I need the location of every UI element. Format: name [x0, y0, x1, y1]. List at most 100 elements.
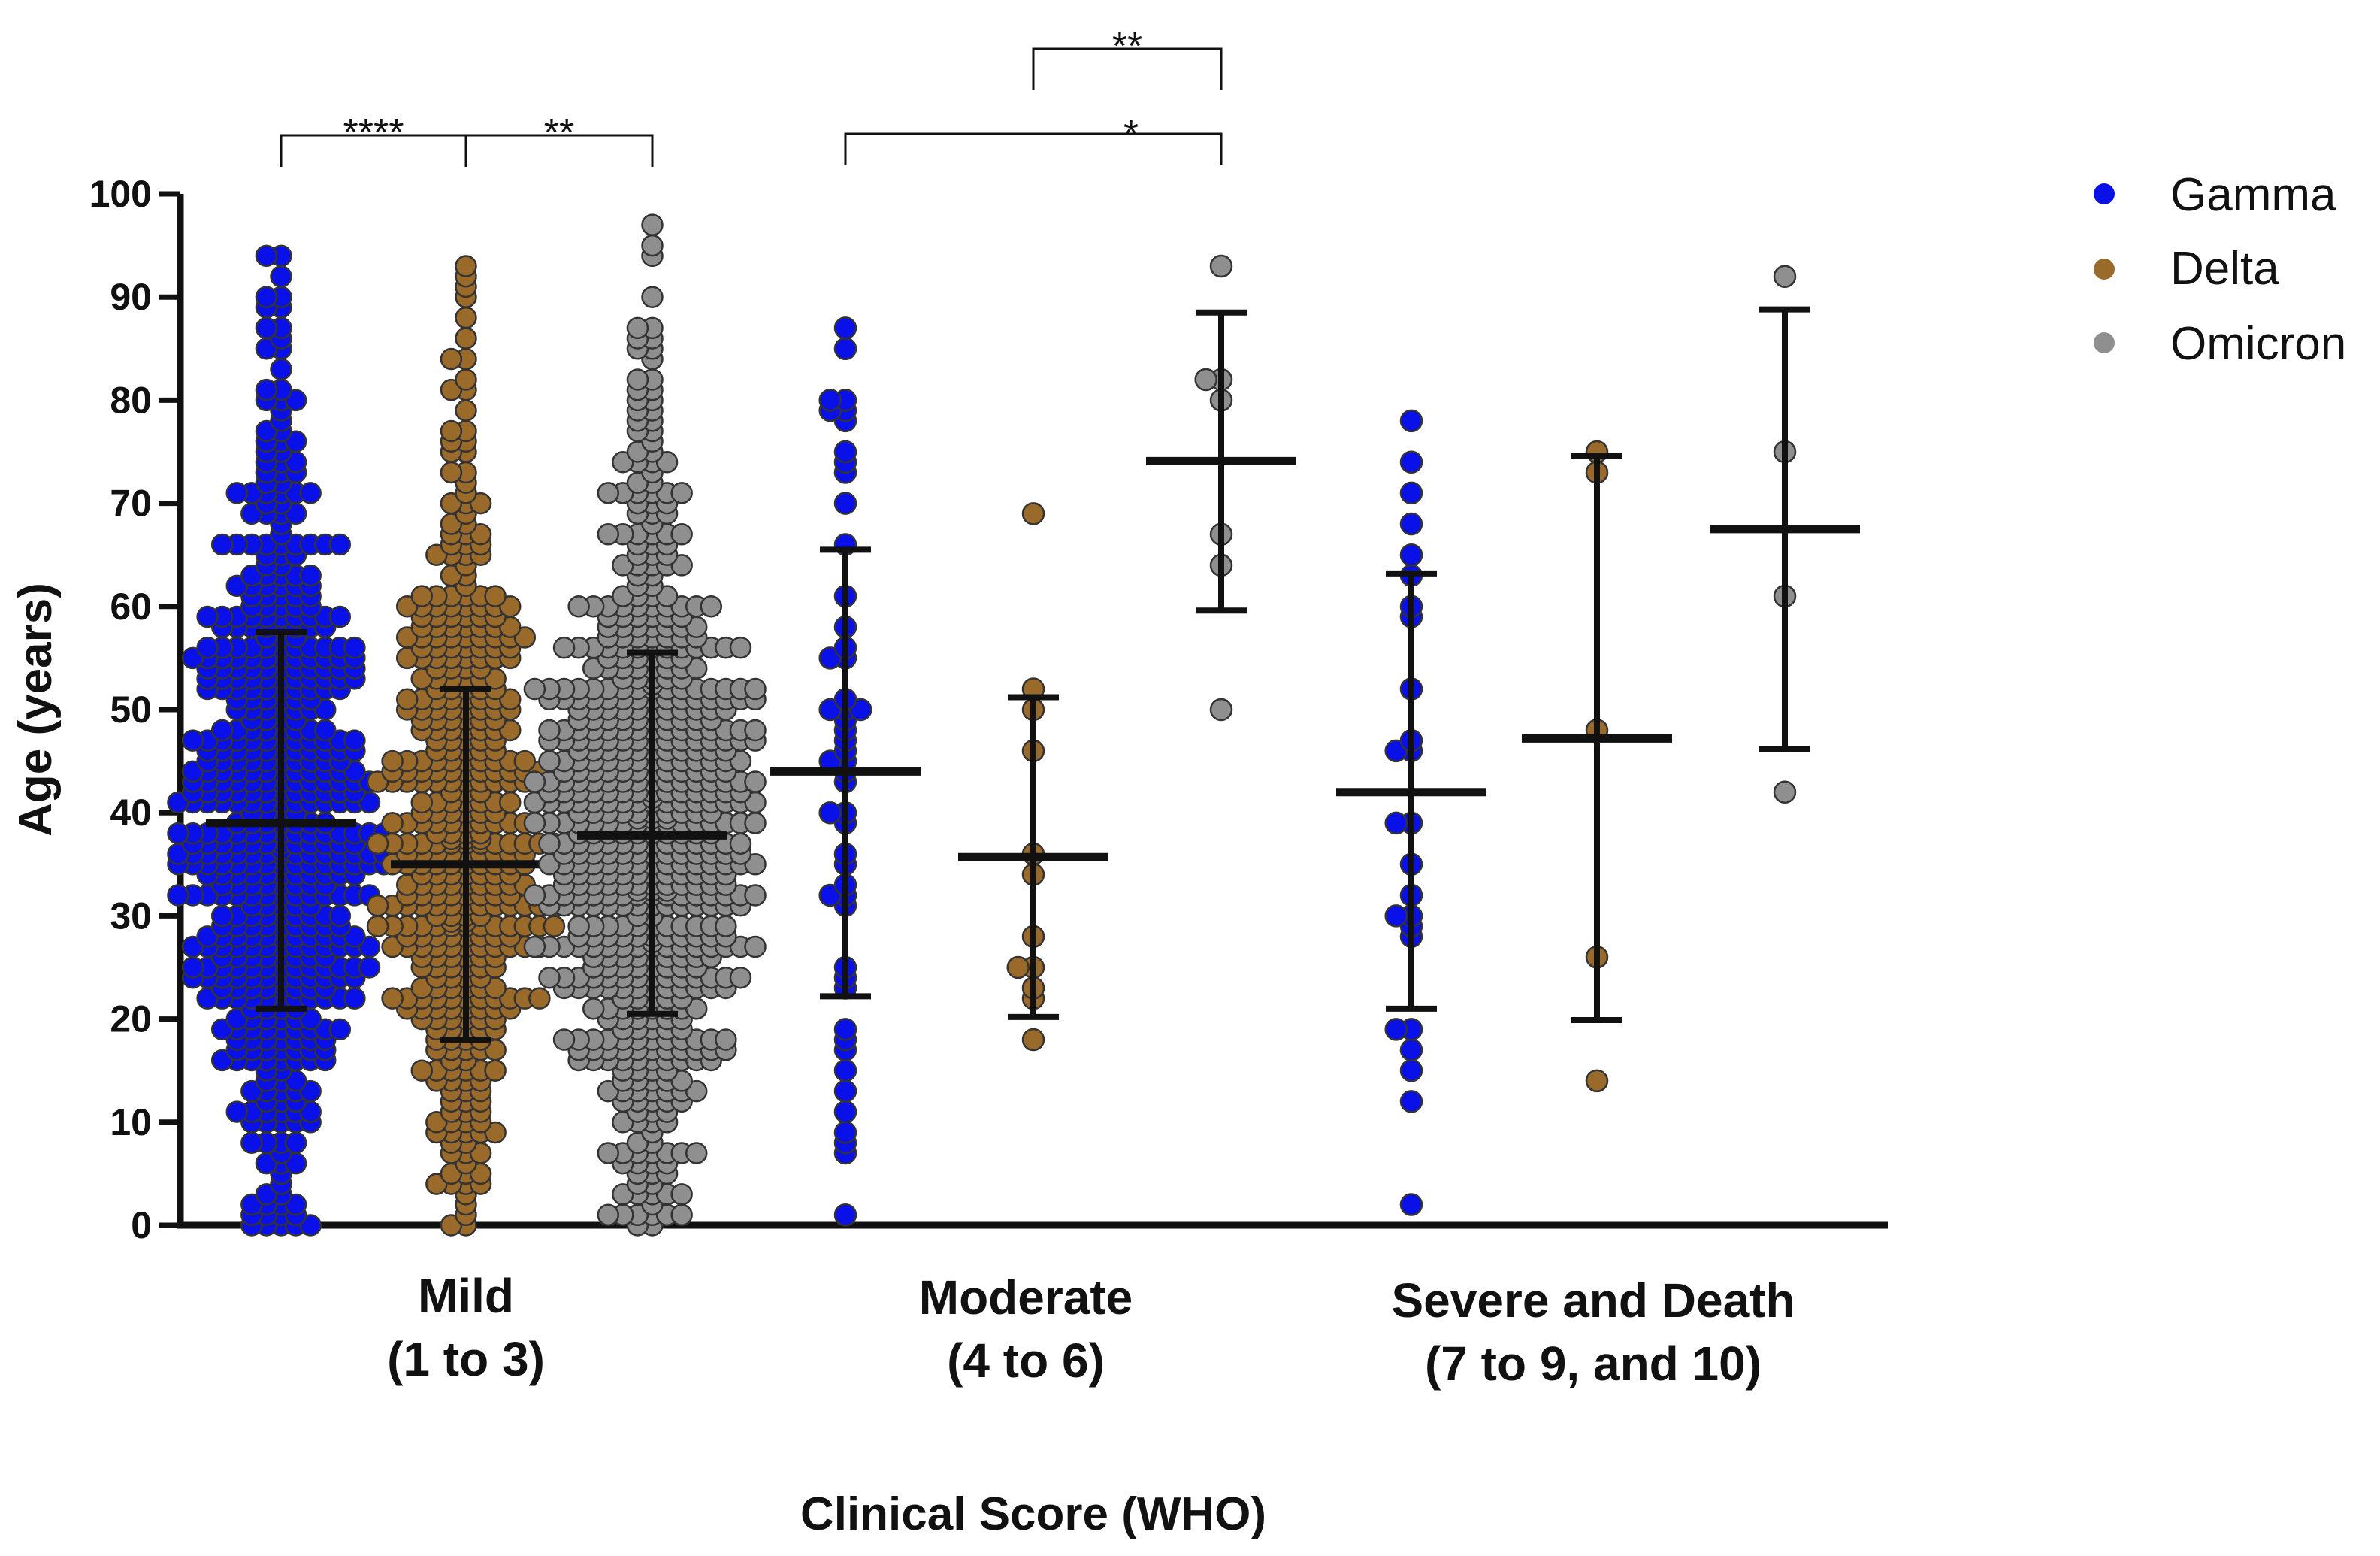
- group-label-mild-line2: (1 to 3): [387, 1332, 545, 1386]
- data-point: [1399, 450, 1423, 474]
- data-point: [1209, 698, 1233, 722]
- data-point: [729, 636, 752, 659]
- data-point: [196, 605, 219, 628]
- y-tick-label: 90: [110, 276, 152, 318]
- data-point: [455, 255, 477, 277]
- data-point: [366, 832, 389, 855]
- data-point: [528, 987, 551, 1010]
- data-point: [729, 966, 752, 989]
- data-point: [225, 1100, 249, 1123]
- data-point: [523, 884, 546, 907]
- group-label-moderate-line2: (4 to 6): [947, 1333, 1105, 1388]
- data-point: [1773, 265, 1797, 289]
- y-tick-label: 10: [110, 1101, 152, 1143]
- y-tick-label: 60: [110, 586, 152, 628]
- data-point: [744, 719, 767, 742]
- column-omicron-2: [523, 213, 767, 1237]
- group-label-moderate-line1: Moderate: [919, 1270, 1133, 1324]
- data-point: [484, 1059, 507, 1082]
- data-point: [685, 1142, 708, 1164]
- data-point: [833, 1203, 857, 1227]
- group-label-severe-line1: Severe and Death: [1391, 1273, 1795, 1327]
- group-labels: Mild (1 to 3) Moderate (4 to 6) Severe a…: [387, 1269, 1795, 1391]
- y-tick-label: 30: [110, 895, 152, 937]
- data-point: [255, 316, 278, 340]
- legend-label-omicron: Omicron: [2170, 318, 2346, 370]
- data-point: [567, 595, 590, 618]
- data-point: [513, 749, 537, 773]
- data-point: [552, 1028, 576, 1051]
- y-tick-label: 100: [89, 173, 152, 215]
- data-point: [240, 1131, 263, 1154]
- data-point: [523, 812, 546, 834]
- x-axis-title: Clinical Score (WHO): [800, 1488, 1266, 1540]
- data-point: [1399, 409, 1423, 433]
- error-bar: [577, 649, 727, 1017]
- column-gamma-6: [1336, 409, 1486, 1216]
- data-point: [744, 935, 767, 958]
- data-point: [455, 399, 477, 422]
- data-point: [670, 1203, 693, 1227]
- data-point: [381, 812, 404, 834]
- data-point: [366, 915, 389, 937]
- data-point: [1006, 955, 1030, 979]
- data-point: [210, 533, 234, 556]
- bracket-line: [844, 132, 1223, 165]
- data-point: [328, 533, 352, 556]
- bracket-line: [464, 134, 654, 167]
- data-point: [1194, 368, 1217, 392]
- data-point: [1399, 481, 1423, 505]
- column-omicron-8: [1710, 265, 1860, 804]
- data-point: [328, 605, 352, 628]
- y-tick-label: 40: [110, 792, 152, 834]
- bracket-line: [1032, 47, 1223, 90]
- error-bar: [770, 546, 921, 1000]
- data-point: [284, 1131, 307, 1154]
- data-point: [366, 894, 389, 917]
- significance-bracket: **: [1032, 25, 1223, 90]
- data-point: [255, 244, 278, 268]
- data-columns: [167, 213, 1860, 1237]
- data-point: [582, 997, 605, 1020]
- data-point: [210, 904, 234, 928]
- data-point: [641, 213, 664, 236]
- error-bar: [1522, 453, 1672, 1023]
- data-point: [538, 719, 561, 742]
- data-point: [597, 1203, 620, 1227]
- column-delta-4: [958, 502, 1108, 1052]
- data-point: [181, 956, 204, 979]
- data-point: [538, 749, 561, 773]
- data-point: [833, 1079, 857, 1103]
- data-point: [641, 234, 664, 257]
- data-point: [167, 884, 189, 907]
- data-point: [538, 832, 561, 855]
- column-delta-7: [1522, 440, 1672, 1093]
- data-point: [299, 482, 322, 504]
- data-point: [343, 729, 366, 752]
- data-point: [455, 327, 477, 350]
- data-point: [1209, 254, 1233, 278]
- data-point: [833, 492, 857, 515]
- data-point: [1399, 1090, 1423, 1113]
- y-tick-label: 70: [110, 483, 152, 525]
- data-point: [1021, 502, 1045, 525]
- data-point: [1384, 904, 1408, 928]
- data-point: [181, 729, 204, 752]
- column-gamma-3: [770, 316, 921, 1227]
- error-bar: [206, 629, 356, 1012]
- data-point: [523, 770, 546, 793]
- significance-bracket: *: [844, 113, 1223, 165]
- data-point: [381, 749, 404, 773]
- error-bar: [1710, 306, 1860, 752]
- data-point: [715, 1028, 737, 1051]
- data-point: [670, 1183, 693, 1206]
- significance-brackets: **** ** ***: [280, 25, 1223, 167]
- data-point: [1399, 1193, 1423, 1216]
- error-bar: [1336, 570, 1486, 1012]
- column-gamma-0: [167, 244, 395, 1237]
- data-point: [381, 987, 404, 1010]
- data-point: [358, 956, 381, 979]
- data-point: [270, 265, 292, 288]
- data-point: [1399, 512, 1423, 536]
- data-point: [744, 812, 767, 834]
